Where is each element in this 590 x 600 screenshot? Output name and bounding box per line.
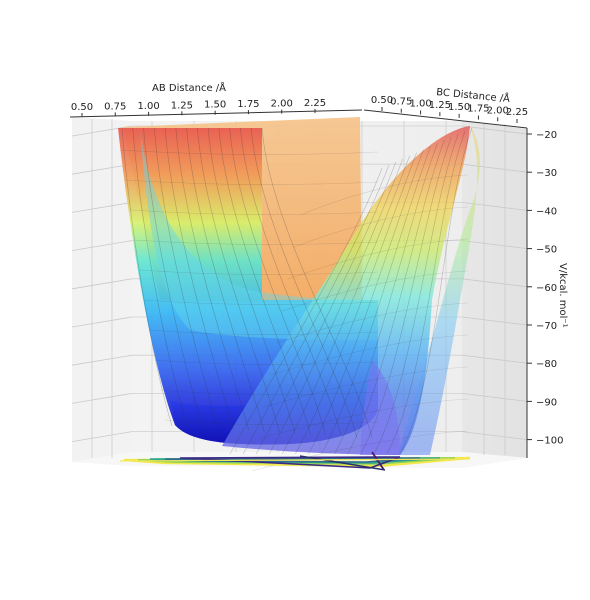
- z-axis-ticks: −20 −30 −40 −50 −60 −70 −80 −90 −100: [527, 130, 563, 447]
- potential-energy-surface: [118, 117, 480, 472]
- x-tick-label: 1.50: [204, 100, 226, 111]
- y-tick-label: 2.25: [506, 107, 528, 118]
- x-tick-label: 2.00: [271, 99, 293, 110]
- y-tick-label: 1.50: [448, 102, 470, 113]
- y-tick-label: 0.50: [371, 95, 393, 106]
- x-tick-label: 2.25: [304, 98, 326, 109]
- y-tick-label: 2.00: [487, 105, 509, 116]
- z-tick-label: −50: [536, 245, 557, 256]
- front-veil: [398, 126, 480, 455]
- left-pane: [72, 117, 132, 462]
- axis-lines: [69, 109, 528, 458]
- z-tick-label: −60: [536, 283, 557, 294]
- x-axis-title: AB Distance /Å: [152, 81, 226, 94]
- right-valley: [222, 126, 470, 455]
- floor-contours: [119, 451, 471, 471]
- surface-mesh: [119, 127, 473, 472]
- z-tick-label: −20: [536, 130, 557, 141]
- lower-lobe: [360, 360, 400, 455]
- x-tick-label: 1.25: [171, 100, 193, 111]
- right-pane: [462, 121, 527, 458]
- x-tick-label: 0.50: [71, 102, 93, 113]
- z-tick-label: −90: [536, 397, 557, 408]
- x-tick-label: 1.75: [237, 99, 259, 110]
- left-fold: [140, 130, 378, 340]
- x-axis-ticks: 0.50 0.75 1.00 1.25 1.50 1.75 2.00 2.25: [71, 98, 326, 117]
- z-tick-label: −30: [536, 168, 557, 179]
- y-tick-label: 1.25: [429, 100, 451, 111]
- x-tick-label: 1.00: [137, 101, 159, 112]
- y-tick-label: 1.00: [409, 98, 431, 109]
- z-tick-label: −70: [536, 321, 557, 332]
- y-axis-line: [363, 109, 528, 129]
- z-axis-title: V/kcal. mol⁻¹: [557, 263, 568, 328]
- y-tick-label: 1.75: [467, 104, 489, 115]
- y-axis-ticks: 0.500.751.001.251.501.752.002.25: [371, 95, 528, 123]
- x-axis-line: [69, 109, 363, 118]
- y-tick-label: 0.75: [390, 97, 412, 108]
- z-tick-label: −40: [536, 206, 557, 217]
- z-tick-label: −80: [536, 359, 557, 370]
- x-tick-label: 0.75: [104, 101, 126, 112]
- z-tick-label: −100: [536, 436, 563, 447]
